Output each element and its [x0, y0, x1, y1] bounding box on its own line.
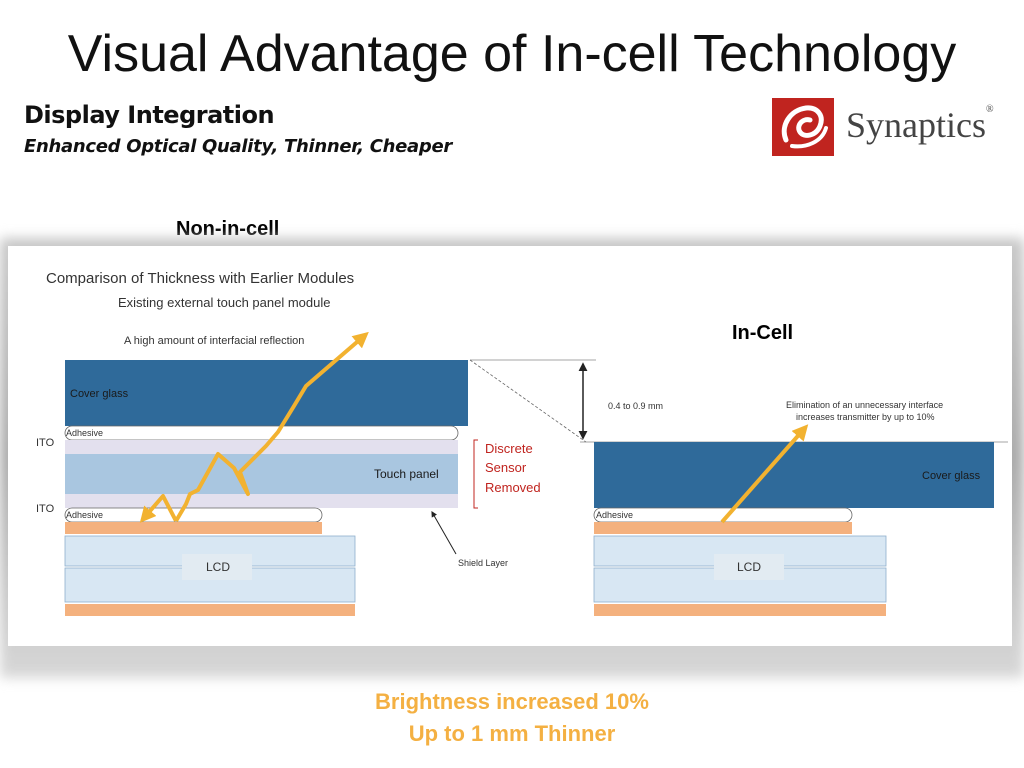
- section-heading: Display Integration: [24, 101, 275, 129]
- left-lcd-label-box: [182, 554, 252, 580]
- right-adhesive-label: Adhesive: [596, 510, 633, 520]
- discrete-sensor-line-1: Discrete: [485, 441, 533, 456]
- reflection-arrow-branch: [139, 494, 178, 523]
- right-lcd-label: LCD: [737, 560, 761, 574]
- elimination-note-line-1: Elimination of an unnecessary interface: [786, 400, 943, 410]
- reflection-note: A high amount of interfacial reflection: [124, 335, 304, 347]
- synaptics-logo: Synaptics®: [772, 98, 1012, 156]
- ito-top-label: ITO: [36, 437, 55, 449]
- left-orange-layer-bottom: [65, 604, 355, 616]
- right-lcd-label-box: [714, 554, 784, 580]
- shield-layer-pointer: [431, 510, 457, 555]
- diagram-panel: Comparison of Thickness with Earlier Mod…: [8, 246, 1012, 646]
- right-orange-layer-bottom: [594, 604, 886, 616]
- diagram-subtitle: Existing external touch panel module: [118, 295, 330, 310]
- transmission-arrow: [720, 424, 809, 524]
- footer-brightness: Brightness increased 10%: [375, 689, 649, 714]
- thickness-diagonal-guide: [469, 359, 587, 443]
- touch-panel-label: Touch panel: [374, 467, 439, 481]
- thickness-label: 0.4 to 0.9 mm: [608, 401, 663, 411]
- footer-thinner: Up to 1 mm Thinner: [408, 721, 616, 746]
- left-lcd-label: LCD: [206, 560, 230, 574]
- discrete-sensor-bracket: [473, 439, 478, 509]
- shield-layer-label: Shield Layer: [458, 558, 508, 568]
- reflection-arrow-main: [174, 331, 369, 523]
- left-cover-glass-label: Cover glass: [70, 388, 129, 400]
- diagram-title: Comparison of Thickness with Earlier Mod…: [46, 270, 354, 287]
- left-adhesive-bottom: [64, 507, 323, 523]
- non-in-cell-label: Non-in-cell: [176, 218, 280, 240]
- in-cell-label: In-Cell: [732, 322, 794, 344]
- left-orange-layer-top: [65, 522, 322, 534]
- elimination-note-line-2: increases transmitter by up to 10%: [796, 412, 935, 422]
- left-adhesive-top: [64, 425, 459, 441]
- discrete-sensor-line-3: Removed: [485, 480, 541, 495]
- slide-title: Visual Advantage of In-cell Technology: [67, 25, 957, 83]
- thickness-comparison-diagram: Comparison of Thickness with Earlier Mod…: [36, 270, 1008, 616]
- left-adhesive-top-label: Adhesive: [66, 428, 103, 438]
- touch-panel-layer: [65, 454, 458, 494]
- right-orange-layer-top: [594, 522, 852, 534]
- left-adhesive-bottom-label: Adhesive: [66, 510, 103, 520]
- synaptics-logo-text: Synaptics®: [846, 104, 994, 145]
- synaptics-logo-icon: [772, 98, 834, 156]
- right-cover-glass-label: Cover glass: [922, 470, 981, 482]
- discrete-sensor-line-2: Sensor: [485, 460, 527, 475]
- right-cover-glass-layer: [594, 442, 994, 508]
- ito-top-layer: [65, 440, 458, 454]
- ito-bottom-layer: [65, 494, 458, 508]
- section-tagline: Enhanced Optical Quality, Thinner, Cheap…: [24, 136, 452, 157]
- ito-bottom-label: ITO: [36, 503, 55, 515]
- left-cover-glass-layer: [65, 360, 468, 426]
